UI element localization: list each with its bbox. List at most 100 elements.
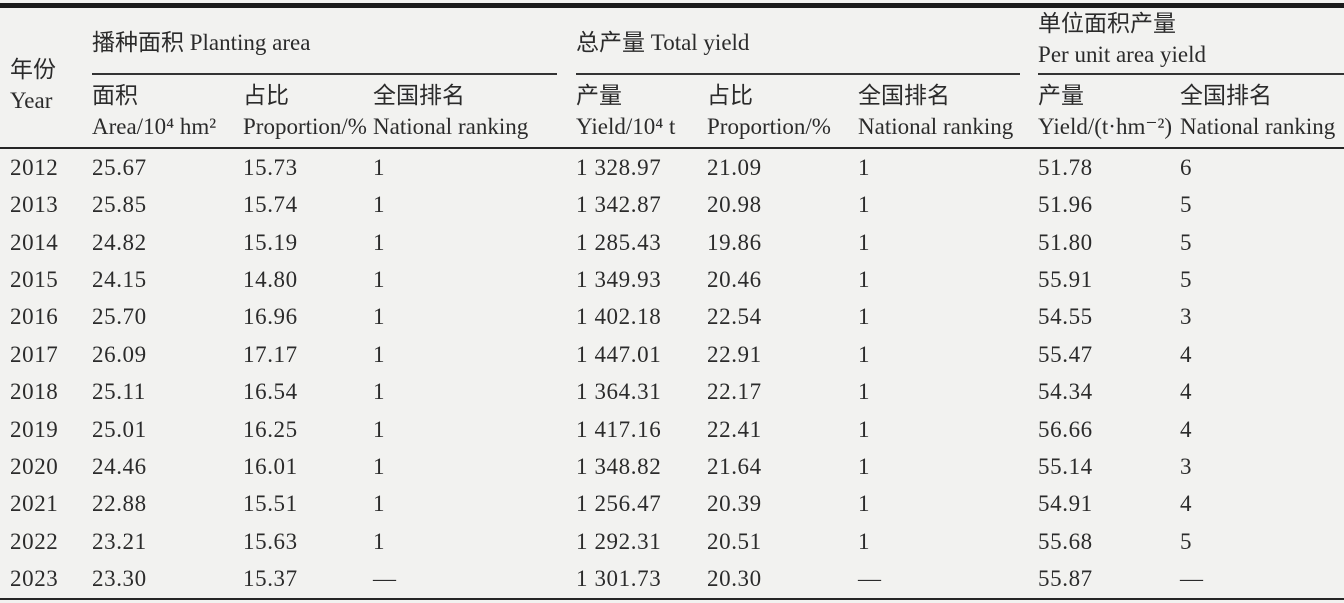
col-header-area: 面积 Area/10⁴ hm²	[82, 75, 233, 149]
area-proportion-cell: 17.17	[243, 341, 298, 367]
yield-proportion-cell: 20.46	[707, 266, 762, 292]
year-column-header: 年份 Year	[0, 5, 82, 149]
yield-proportion-cell: 19.86	[707, 229, 762, 255]
group-header-planting-area: 播种面积 Planting area	[82, 6, 566, 75]
yield-proportion-cell: 22.41	[707, 416, 762, 442]
per-unit-ranking-cell: 4	[1180, 416, 1193, 442]
yield-ranking-cell: 1	[858, 379, 871, 405]
area-ranking-cell: 1	[373, 528, 386, 554]
planting-area-group-label: 播种面积 Planting area	[92, 23, 557, 75]
year-cell: 2014	[10, 229, 59, 255]
year-cell: 2012	[10, 154, 59, 180]
area-proportion-cell: 16.25	[243, 416, 298, 442]
yield-proportion-cell: 22.17	[707, 379, 762, 405]
table-row: 2019 25.01 16.25 1 1 417.16 22.41 1 56.66 4	[0, 411, 1344, 448]
year-cell: 2015	[10, 266, 59, 292]
col-header-yield-ranking: 全国排名 National ranking	[848, 75, 1029, 149]
area-cell: 25.11	[92, 379, 146, 405]
area-proportion-cell: 15.63	[243, 528, 298, 554]
yield-cell: 1 364.31	[576, 379, 662, 405]
per-unit-yield-cell: 56.66	[1038, 416, 1093, 442]
sub-header-row: 面积 Area/10⁴ hm² 占比 Proportion/% 全国排名 Nat…	[0, 75, 1344, 149]
per-unit-ranking-cell: 4	[1180, 491, 1193, 517]
area-proportion-cell: 16.54	[243, 379, 298, 405]
total-yield-group-label: 总产量 Total yield	[576, 23, 1021, 75]
group-label-text: 播种面积 Planting area	[92, 30, 311, 55]
per-unit-yield-cell: 55.91	[1038, 266, 1093, 292]
yield-ranking-cell: 1	[858, 192, 871, 218]
per-unit-ranking-cell: 4	[1180, 341, 1193, 367]
per-unit-yield-cell: 54.91	[1038, 491, 1093, 517]
table-row: 2021 22.88 15.51 1 1 256.47 20.39 1 54.91 4	[0, 486, 1344, 523]
area-ranking-cell: 1	[373, 416, 386, 442]
table-row: 2014 24.82 15.19 1 1 285.43 19.86 1 51.80 5	[0, 224, 1344, 261]
per-unit-yield-cell: 55.14	[1038, 453, 1093, 479]
area-cell: 25.67	[92, 154, 147, 180]
yield-ranking-cell: 1	[858, 154, 871, 180]
area-proportion-cell: 15.19	[243, 229, 298, 255]
per-unit-ranking-cell: —	[1180, 566, 1204, 592]
area-proportion-cell: 15.37	[243, 566, 298, 592]
yield-proportion-cell: 20.98	[707, 192, 762, 218]
year-header-zh: 年份	[10, 56, 56, 82]
year-cell: 2023	[10, 566, 59, 592]
area-proportion-cell: 16.01	[243, 453, 298, 479]
yield-ranking-cell: 1	[858, 229, 871, 255]
yield-ranking-cell: 1	[858, 304, 871, 330]
area-proportion-cell: 15.74	[243, 192, 298, 218]
table-row: 2017 26.09 17.17 1 1 447.01 22.91 1 55.47 4	[0, 336, 1344, 373]
area-ranking-cell: 1	[373, 266, 386, 292]
group-header-row: 年份 Year 播种面积 Planting area 总产量 Total yie…	[0, 5, 1344, 149]
yield-cell: 1 447.01	[576, 341, 662, 367]
area-ranking-cell: 1	[373, 379, 386, 405]
area-proportion-cell: 14.80	[243, 266, 298, 292]
table-row: 2018 25.11 16.54 1 1 364.31 22.17 1 54.34 4	[0, 373, 1344, 410]
per-unit-yield-cell: 51.78	[1038, 154, 1093, 180]
yield-cell: 1 342.87	[576, 192, 662, 218]
col-header-area-proportion: 占比 Proportion/%	[233, 75, 367, 149]
yield-proportion-cell: 20.30	[707, 566, 762, 592]
per-unit-yield-cell: 54.34	[1038, 379, 1093, 405]
area-cell: 24.82	[92, 229, 147, 255]
yield-proportion-cell: 22.54	[707, 304, 762, 330]
col-header-yield: 产量 Yield/10⁴ t	[566, 75, 697, 149]
per-unit-ranking-cell: 3	[1180, 304, 1193, 330]
yield-cell: 1 348.82	[576, 453, 662, 479]
group-label-text-en: Per unit area yield	[1038, 42, 1206, 67]
yield-proportion-cell: 20.39	[707, 491, 762, 517]
yield-ranking-cell: 1	[858, 491, 871, 517]
per-unit-ranking-cell: 5	[1180, 528, 1193, 554]
yield-cell: 1 292.31	[576, 528, 662, 554]
area-ranking-cell: 1	[373, 491, 386, 517]
yield-cell: 1 285.43	[576, 229, 662, 255]
yield-proportion-cell: 20.51	[707, 528, 762, 554]
per-unit-area-yield-group-label: 单位面积产量 Per unit area yield	[1038, 8, 1344, 75]
area-ranking-cell: 1	[373, 453, 386, 479]
per-unit-ranking-cell: 5	[1180, 266, 1193, 292]
year-cell: 2019	[10, 416, 59, 442]
area-ranking-cell: —	[373, 566, 397, 592]
yield-proportion-cell: 21.64	[707, 453, 762, 479]
per-unit-yield-cell: 51.96	[1038, 192, 1093, 218]
per-unit-yield-cell: 55.68	[1038, 528, 1093, 554]
area-cell: 25.70	[92, 304, 147, 330]
group-header-total-yield: 总产量 Total yield	[566, 6, 1028, 75]
col-header-yield-proportion: 占比 Proportion/%	[697, 75, 848, 149]
per-unit-ranking-cell: 4	[1180, 379, 1193, 405]
year-cell: 2017	[10, 341, 59, 367]
per-unit-ranking-cell: 5	[1180, 192, 1193, 218]
area-cell: 24.15	[92, 266, 147, 292]
area-cell: 26.09	[92, 341, 147, 367]
yield-ranking-cell: 1	[858, 453, 871, 479]
area-proportion-cell: 15.73	[243, 154, 298, 180]
yield-ranking-cell: 1	[858, 416, 871, 442]
yield-cell: 1 256.47	[576, 491, 662, 517]
group-label-text: 总产量 Total yield	[576, 30, 750, 55]
area-proportion-cell: 16.96	[243, 304, 298, 330]
col-header-per-unit-ranking: 全国排名 National ranking	[1170, 75, 1344, 149]
table-row: 2022 23.21 15.63 1 1 292.31 20.51 1 55.68 5	[0, 523, 1344, 560]
group-label-text-zh: 单位面积产量	[1038, 11, 1177, 36]
yield-ranking-cell: 1	[858, 528, 871, 554]
yield-ranking-cell: 1	[858, 341, 871, 367]
